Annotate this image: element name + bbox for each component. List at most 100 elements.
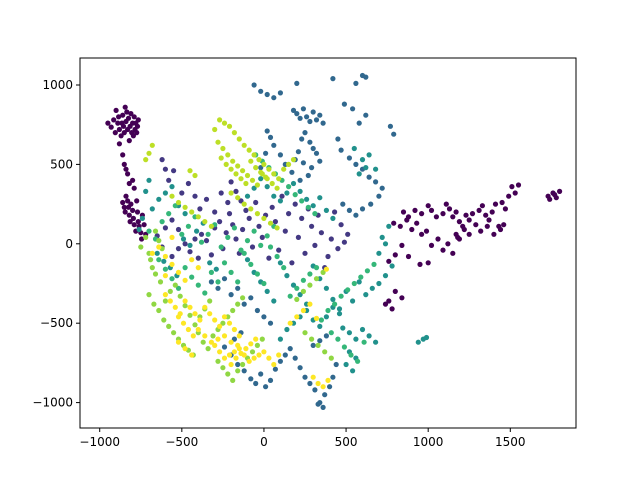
scatter-point	[363, 165, 369, 171]
scatter-point	[338, 293, 344, 299]
scatter-point	[317, 195, 323, 201]
scatter-point	[253, 336, 259, 342]
scatter-point	[166, 177, 172, 183]
scatter-point	[192, 236, 198, 242]
scatter-point	[356, 120, 362, 126]
scatter-point	[121, 130, 127, 136]
scatter-point	[192, 322, 198, 328]
scatter-point	[287, 293, 293, 299]
scatter-point	[425, 203, 431, 209]
scatter-point	[409, 226, 415, 233]
scatter-point	[127, 219, 133, 225]
scatter-point	[228, 292, 234, 298]
scatter-point	[182, 211, 188, 217]
scatter-point	[428, 242, 435, 248]
scatter-point	[146, 150, 152, 156]
scatter-point	[128, 111, 134, 117]
scatter-point	[236, 136, 242, 142]
scatter-point	[404, 217, 410, 223]
scatter-point	[135, 117, 141, 123]
scatter-point	[450, 214, 456, 220]
scatter-point	[116, 141, 122, 147]
scatter-point	[115, 120, 121, 126]
scatter-point	[323, 314, 329, 320]
x-tick-label: 1000	[413, 435, 444, 449]
scatter-point	[350, 106, 356, 112]
scatter-point	[330, 374, 336, 380]
scatter-point	[179, 190, 185, 196]
scatter-point	[346, 207, 352, 213]
scatter-point	[238, 198, 244, 204]
scatter-point	[253, 380, 259, 387]
scatter-point	[213, 266, 219, 272]
scatter-point	[297, 188, 303, 194]
scatter-point	[335, 246, 341, 252]
scatter-point	[361, 339, 367, 345]
scatter-point	[294, 296, 300, 302]
scatter-point	[130, 215, 136, 221]
scatter-point	[263, 384, 269, 390]
scatter-point	[175, 246, 182, 252]
scatter-point	[320, 404, 326, 410]
scatter-point	[221, 120, 228, 126]
scatter-point	[116, 126, 122, 133]
scatter-point	[373, 179, 379, 185]
scatter-point	[180, 320, 187, 326]
scatter-point	[208, 252, 214, 258]
scatter-point	[366, 152, 372, 158]
scatter-point	[307, 282, 313, 288]
scatter-point	[345, 231, 351, 237]
scatter-point	[171, 330, 177, 336]
scatter-point	[419, 231, 425, 237]
scatter-point	[261, 215, 267, 221]
scatter-point	[231, 130, 237, 136]
scatter-point	[466, 217, 472, 223]
scatter-point	[241, 201, 247, 207]
scatter-point	[309, 336, 315, 342]
scatter-point	[136, 226, 142, 233]
scatter-point	[130, 133, 136, 139]
scatter-point	[217, 323, 223, 329]
scatter-point	[512, 190, 518, 196]
scatter-point	[304, 196, 310, 202]
scatter-point	[266, 355, 272, 361]
x-tick-label: −500	[165, 435, 198, 449]
scatter-point	[200, 339, 206, 345]
scatter-point	[108, 124, 114, 130]
scatter-point	[310, 374, 316, 380]
scatter-point	[221, 276, 228, 282]
scatter-point	[264, 128, 270, 134]
x-tick-label: 500	[335, 435, 358, 449]
scatter-point	[502, 206, 508, 212]
scatter-point	[415, 339, 421, 345]
x-tick-label: 0	[260, 435, 268, 449]
scatter-point	[112, 130, 118, 136]
scatter-point	[125, 115, 132, 121]
scatter-point	[320, 120, 326, 126]
scatter-point	[435, 236, 441, 242]
scatter-point	[299, 215, 305, 221]
scatter-point	[256, 223, 262, 229]
scatter-point	[486, 217, 492, 223]
points-layer	[105, 72, 563, 410]
scatter-point	[244, 257, 251, 263]
scatter-point	[259, 336, 265, 342]
scatter-point	[217, 349, 223, 355]
scatter-point	[202, 219, 208, 225]
scatter-point	[284, 190, 290, 196]
scatter-point	[492, 201, 499, 207]
scatter-point	[233, 171, 239, 177]
scatter-point	[325, 377, 331, 383]
scatter-point	[264, 184, 270, 190]
scatter-point	[292, 201, 298, 207]
scatter-point	[387, 123, 393, 129]
scatter-point	[146, 292, 152, 298]
scatter-point	[338, 222, 344, 228]
scatter-point	[166, 211, 172, 217]
scatter-point	[297, 292, 303, 298]
scatter-point	[143, 157, 149, 163]
scatter-point	[323, 333, 329, 339]
scatter-point	[230, 307, 236, 314]
scatter-point	[235, 285, 241, 291]
scatter-point	[134, 198, 140, 204]
